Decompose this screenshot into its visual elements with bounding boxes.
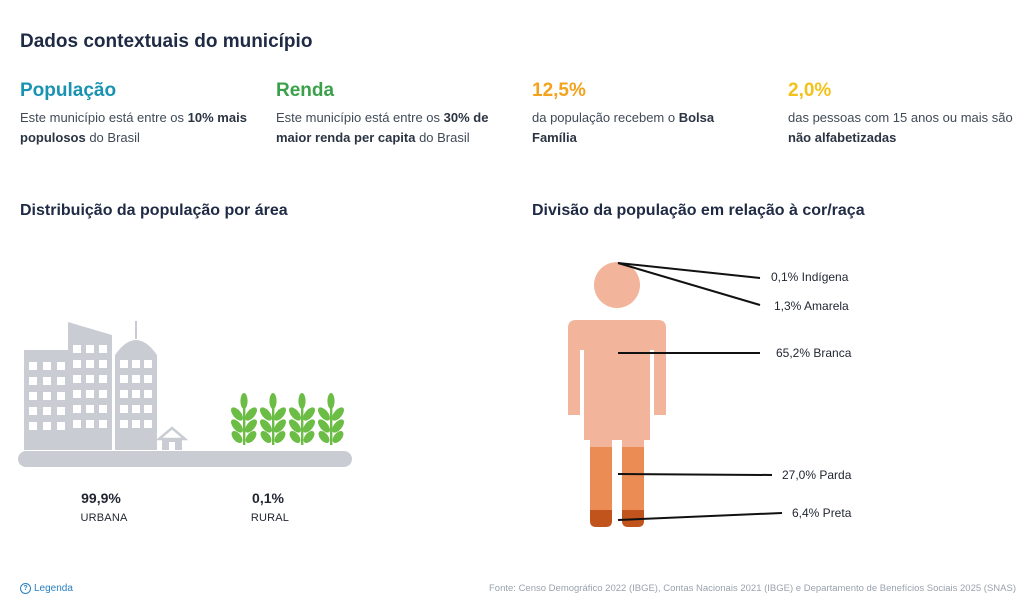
city-buildings-icon [18, 321, 352, 467]
stat-desc: Este município está entre os 30% de maio… [276, 110, 489, 145]
rural-pct: 0,1% [252, 490, 284, 506]
stat-illiteracy: 2,0% das pessoas com 15 anos ou mais são… [788, 80, 1020, 148]
race-label-preta: 6,4% Preta [792, 506, 852, 520]
legend-label: Legenda [34, 583, 73, 594]
stat-desc: Este município está entre os 10% mais po… [20, 110, 247, 145]
race-label-amarela: 1,3% Amarela [774, 299, 849, 313]
urban-label: URBANA [80, 512, 128, 524]
stat-income: Renda Este município está entre os 30% d… [276, 80, 516, 148]
page-title: Dados contextuais do município [20, 31, 313, 52]
stat-head: Renda [276, 80, 335, 101]
stat-population: População Este município está entre os 1… [20, 80, 260, 148]
wheat-plant-icon [231, 393, 347, 445]
stat-head: 2,0% [788, 80, 832, 101]
stat-head: População [20, 80, 117, 101]
race-label-indigena: 0,1% Indígena [771, 270, 849, 284]
rural-label: RURAL [250, 512, 290, 524]
stat-desc: das pessoas com 15 anos ou mais são não … [788, 110, 1013, 145]
stat-head: 12,5% [532, 80, 586, 101]
person-figure-icon [568, 262, 783, 527]
legend-link[interactable]: ? Legenda [20, 583, 73, 594]
source-note: Fonte: Censo Demográfico 2022 (IBGE), Co… [489, 583, 1016, 594]
question-circle-icon: ? [20, 583, 31, 594]
race-label-branca: 65,2% Branca [776, 346, 852, 360]
urban-pct: 99,9% [81, 490, 121, 506]
race-section-title: Divisão da população em relação à cor/ra… [532, 202, 865, 219]
stat-desc: da população recebem o Bolsa Família [532, 110, 715, 145]
area-section-title: Distribuição da população por área [20, 202, 288, 219]
stat-bolsa-familia: 12,5% da população recebem o Bolsa Famíl… [532, 80, 752, 148]
race-label-parda: 27,0% Parda [782, 468, 852, 482]
